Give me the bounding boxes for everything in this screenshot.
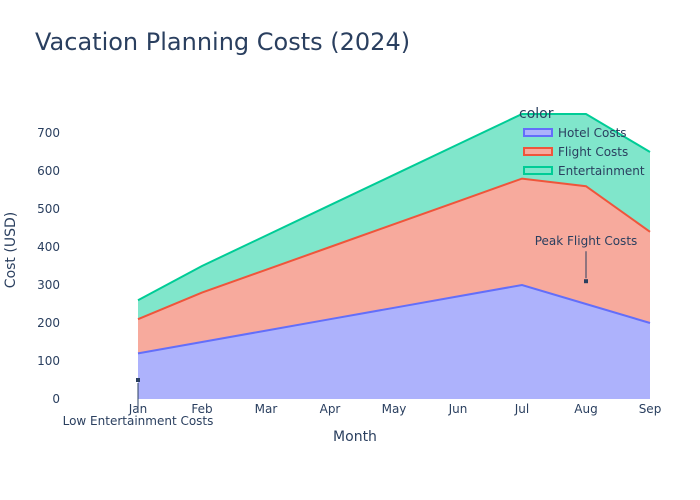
x-tick-label: Apr <box>320 402 341 416</box>
hotel-costs-line <box>137 283 651 355</box>
low-entertainment-costs-label: Low Entertainment Costs <box>63 414 214 428</box>
legend-title: color <box>519 106 554 122</box>
x-tick-label: Mar <box>255 402 278 416</box>
x-tick-label: Feb <box>191 402 212 416</box>
area-layers <box>138 114 650 399</box>
series-lines <box>137 113 651 355</box>
y-tick-label: 700 <box>37 126 60 140</box>
entertainment-area <box>138 114 650 320</box>
x-tick-label: Jun <box>448 402 468 416</box>
entertainment-line <box>137 113 651 302</box>
legend-swatch <box>523 166 553 175</box>
y-axis-title: Cost (USD) <box>3 212 19 288</box>
x-tick-label: Jul <box>514 402 529 416</box>
y-tick-label: 100 <box>37 354 60 368</box>
y-tick-label: 200 <box>37 316 60 330</box>
flight-costs-area <box>138 178 650 354</box>
y-tick-label: 600 <box>37 164 60 178</box>
y-tick-label: 0 <box>52 392 60 406</box>
legend-entry: Flight Costs <box>558 145 628 159</box>
y-tick-label: 400 <box>37 240 60 254</box>
legend-swatch <box>523 147 553 156</box>
hotel-costs-area <box>138 285 650 399</box>
legend-entry: Entertainment <box>558 164 645 178</box>
x-tick-label: May <box>382 402 407 416</box>
y-tick-label: 500 <box>37 202 60 216</box>
x-tick-label: Sep <box>639 402 662 416</box>
chart-title: Vacation Planning Costs (2024) <box>35 28 410 56</box>
peak-flight-costs-marker <box>584 279 588 284</box>
peak-flight-costs-label: Peak Flight Costs <box>535 234 638 248</box>
legend: color Hotel Costs Flight Costs Entertainmen… <box>519 106 645 178</box>
y-tick-label: 300 <box>37 278 60 292</box>
y-axis-ticks: 0 100 200 300 400 500 600 700 <box>37 126 60 406</box>
x-axis-ticks: Jan Feb Mar Apr May Jun Jul Aug Sep <box>128 402 662 416</box>
x-axis-title: Month <box>333 429 377 445</box>
legend-entry: Hotel Costs <box>558 126 627 140</box>
annotations: Peak Flight Costs Low Entertainment Costs <box>63 234 638 428</box>
legend-swatch <box>523 128 553 137</box>
flight-costs-line <box>137 177 651 321</box>
x-tick-label: Aug <box>574 402 597 416</box>
low-entertainment-costs-marker <box>136 378 140 382</box>
